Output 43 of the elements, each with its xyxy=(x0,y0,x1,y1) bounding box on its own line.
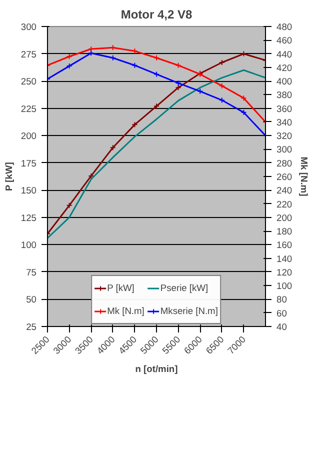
y-tick-label: 200 xyxy=(20,131,37,142)
y2-tick-label: 340 xyxy=(276,117,292,128)
y2-tick-label: 160 xyxy=(276,240,292,250)
y2-tick-label: 440 xyxy=(276,49,292,60)
y-tick-label: 25 xyxy=(26,322,37,332)
y2-tick-label: 460 xyxy=(276,36,292,46)
y-tick-label: 125 xyxy=(20,212,37,223)
y-tick-label: 75 xyxy=(26,267,37,278)
y2-tick-label: 420 xyxy=(276,62,292,73)
legend-label: P [kW] xyxy=(107,283,134,293)
y2-tick-label: 480 xyxy=(276,22,292,32)
y2-tick-label: 80 xyxy=(276,294,287,305)
y-axis-title: P [kW] xyxy=(4,162,14,192)
y2-tick-label: 320 xyxy=(276,131,292,142)
y2-tick-label: 40 xyxy=(276,322,287,332)
legend-label: Mkserie [N.m] xyxy=(160,306,218,316)
y2-tick-label: 180 xyxy=(276,226,292,237)
y2-axis-title: Mk [N.m] xyxy=(299,156,310,196)
y2-tick-label: 280 xyxy=(276,158,292,168)
y2-tick-label: 240 xyxy=(276,186,292,196)
y-tick-label: 275 xyxy=(20,49,37,60)
y-tick-label: 100 xyxy=(20,240,37,250)
y2-tick-label: 380 xyxy=(276,90,292,100)
y2-tick-label: 200 xyxy=(276,212,292,223)
y-tick-label: 150 xyxy=(20,186,37,196)
legend-label: Pserie [kW] xyxy=(160,283,208,293)
y2-tick-label: 360 xyxy=(276,104,292,114)
y2-tick-label: 300 xyxy=(276,144,292,155)
y2-tick-label: 400 xyxy=(276,76,292,87)
y2-tick-label: 220 xyxy=(276,199,292,210)
y2-tick-label: 100 xyxy=(276,281,292,292)
chart-title: Motor 4,2 V8 xyxy=(120,8,192,22)
y2-tick-label: 260 xyxy=(276,172,292,182)
y2-tick-label: 60 xyxy=(276,308,287,318)
y-tick-label: 50 xyxy=(26,294,37,305)
y-tick-label: 300 xyxy=(20,22,37,32)
y2-tick-label: 140 xyxy=(276,254,292,264)
y-tick-label: 175 xyxy=(20,158,37,168)
x-axis-title: n [ot/min] xyxy=(135,364,178,374)
y-tick-label: 225 xyxy=(20,104,37,114)
legend-label: Mk [N.m] xyxy=(107,306,144,316)
y-tick-label: 250 xyxy=(20,76,37,87)
y2-tick-label: 120 xyxy=(276,267,292,278)
